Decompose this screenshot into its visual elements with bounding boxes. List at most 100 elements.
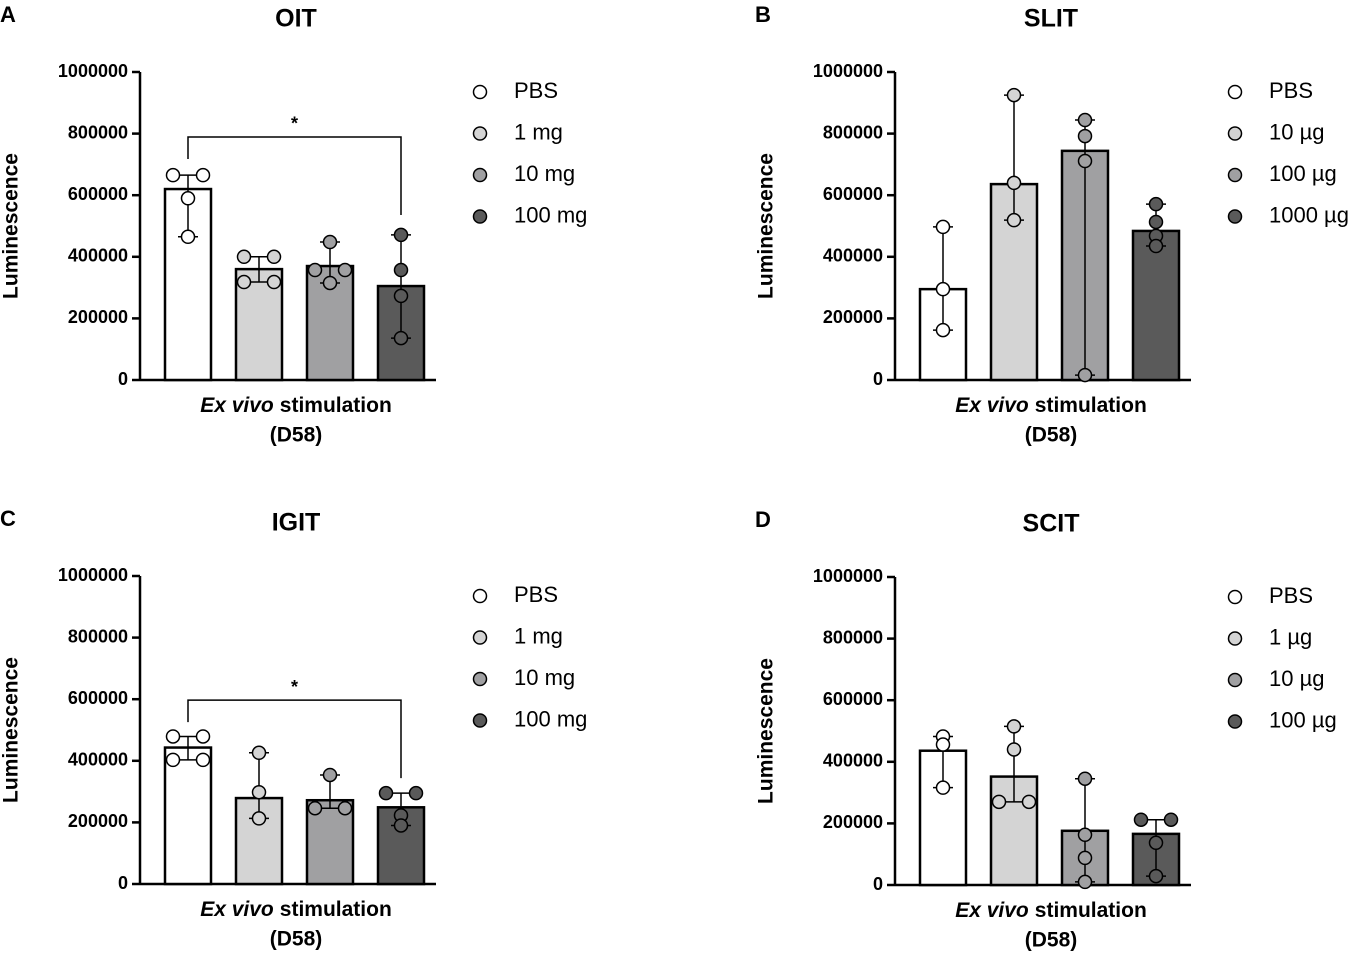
- y-tick-label: 0: [873, 874, 883, 894]
- y-tick-label: 1000000: [813, 566, 883, 586]
- x-axis-label: Ex vivo stimulation: [955, 899, 1147, 922]
- data-point: [1148, 238, 1164, 254]
- y-axis-label: Luminescence: [0, 153, 23, 299]
- legend-marker: [1227, 167, 1243, 183]
- panel: A OIT Luminescence Ex vivo stimulation (D58) 0…: [0, 2, 587, 447]
- panel: B SLIT Luminescence Ex vivo stimulation (D58)…: [755, 2, 1349, 447]
- bar: [163, 746, 213, 886]
- data-point: [195, 752, 211, 768]
- y-axis-label: Luminescence: [0, 657, 23, 803]
- x-axis-label-italic: Ex vivo: [200, 394, 274, 417]
- data-point: [1077, 874, 1093, 890]
- bar: [305, 264, 355, 382]
- y-tick-label: 800000: [823, 627, 883, 647]
- data-point: [1148, 835, 1164, 851]
- x-axis-label-italic: Ex vivo: [200, 898, 274, 921]
- data-point: [1021, 794, 1037, 810]
- legend-marker: [472, 209, 488, 224]
- y-tick-label: 800000: [823, 122, 883, 142]
- data-point: [393, 227, 409, 243]
- data-point: [1077, 850, 1093, 866]
- x-axis-label: Ex vivo stimulation: [200, 394, 392, 417]
- legend-label: 10 µg: [1269, 666, 1325, 691]
- data-point: [1006, 719, 1022, 734]
- data-point: [337, 262, 353, 278]
- y-tick-label: 800000: [68, 626, 128, 646]
- y-tick-label: 1000000: [813, 61, 883, 81]
- legend-label: 100 mg: [514, 202, 587, 227]
- data-point: [266, 274, 282, 290]
- x-axis-label-rest: stimulation: [280, 394, 392, 417]
- data-point: [307, 800, 323, 816]
- legend-marker: [472, 671, 488, 687]
- data-point: [1077, 771, 1093, 786]
- data-point: [251, 811, 267, 826]
- legend-marker: [1227, 631, 1243, 646]
- y-tick-label: 600000: [823, 184, 883, 204]
- y-tick-label: 200000: [68, 307, 128, 327]
- significance-bracket: [187, 136, 402, 215]
- bar: [1131, 229, 1181, 382]
- data-point: [378, 785, 394, 801]
- y-axis-label: Luminescence: [755, 658, 778, 804]
- legend-label: 100 µg: [1269, 161, 1337, 186]
- data-point: [251, 745, 267, 761]
- y-tick-label: 800000: [68, 122, 128, 142]
- x-axis-label-rest: stimulation: [1035, 394, 1147, 417]
- legend-marker: [472, 167, 488, 183]
- data-point: [1133, 812, 1149, 827]
- data-point: [236, 249, 252, 265]
- data-point: [180, 229, 196, 245]
- y-axis-label: Luminescence: [755, 153, 778, 299]
- data-point: [165, 752, 181, 768]
- y-tick-label: 200000: [68, 811, 128, 831]
- chart-title: IGIT: [272, 509, 321, 537]
- legend-label: PBS: [1269, 583, 1313, 608]
- y-tick-label: 600000: [823, 689, 883, 709]
- data-point: [1077, 112, 1093, 128]
- legend-label: 10 µg: [1269, 119, 1325, 144]
- legend-label: 10 mg: [514, 665, 575, 690]
- data-point: [393, 262, 409, 278]
- legend-marker: [472, 630, 488, 645]
- data-point: [1077, 153, 1093, 169]
- y-tick-label: 1000000: [58, 565, 128, 585]
- legend-label: 100 µg: [1269, 707, 1337, 732]
- y-tick-label: 400000: [68, 750, 128, 770]
- legend-label: 1 µg: [1269, 624, 1312, 649]
- data-point: [236, 274, 252, 290]
- legend-label: PBS: [1269, 78, 1313, 103]
- x-axis-label-line2: (D58): [270, 424, 323, 447]
- x-axis-label-line2: (D58): [1025, 929, 1078, 952]
- legend-marker: [1227, 209, 1243, 224]
- legend-marker: [1227, 672, 1243, 688]
- data-point: [1006, 175, 1022, 191]
- data-point: [165, 167, 181, 183]
- data-point: [1163, 812, 1179, 827]
- data-point: [322, 234, 338, 250]
- data-point: [935, 780, 951, 795]
- legend-label: 1000 µg: [1269, 202, 1349, 227]
- y-tick-label: 1000000: [58, 61, 128, 81]
- x-axis-label-rest: stimulation: [280, 898, 392, 921]
- data-point: [1006, 212, 1022, 228]
- legend-label: PBS: [514, 582, 558, 607]
- data-point: [1077, 367, 1093, 383]
- y-tick-label: 200000: [823, 812, 883, 832]
- chart-title: OIT: [275, 5, 317, 33]
- y-tick-label: 200000: [823, 307, 883, 327]
- data-point: [165, 729, 181, 744]
- data-point: [266, 249, 282, 265]
- data-point: [991, 794, 1007, 810]
- panel-letter: C: [0, 506, 16, 531]
- legend-label: 10 mg: [514, 161, 575, 186]
- x-axis-label-italic: Ex vivo: [955, 394, 1029, 417]
- x-axis-label-rest: stimulation: [1035, 899, 1147, 922]
- y-tick-label: 0: [118, 369, 128, 389]
- data-point: [393, 330, 409, 346]
- legend-marker: [1227, 84, 1243, 100]
- y-tick-label: 600000: [68, 688, 128, 708]
- legend-marker: [1227, 714, 1243, 729]
- legend-marker: [1227, 126, 1243, 141]
- data-point: [1148, 868, 1164, 884]
